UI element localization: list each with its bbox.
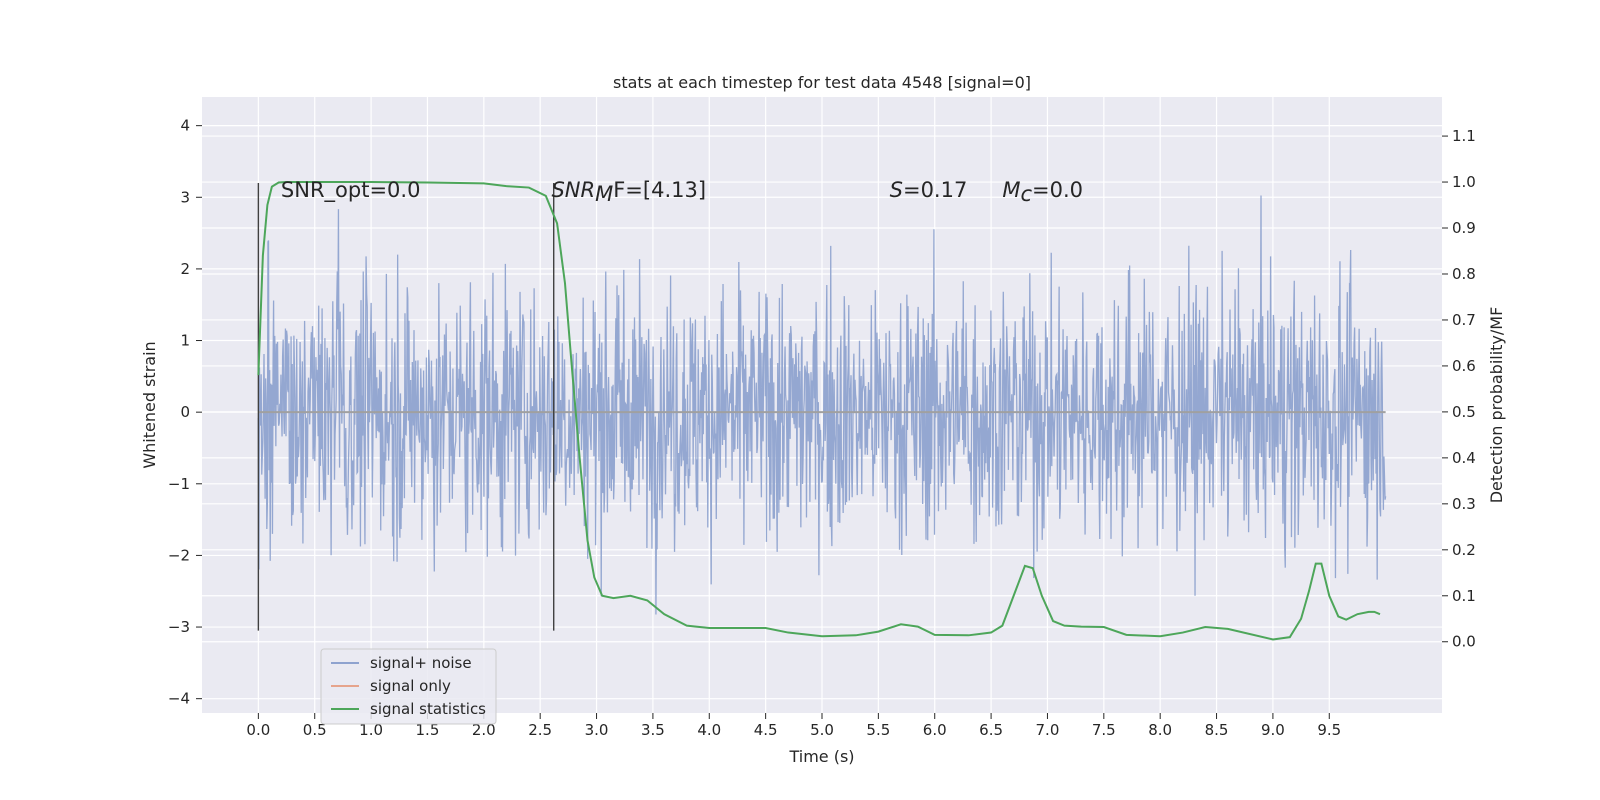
y-tick-label: −2 bbox=[168, 546, 190, 564]
legend-label-statistics: signal statistics bbox=[370, 700, 486, 718]
y2-ticks: 1.1 1.0 0.9 0.8 0.7 0.6 0.5 0.4 0.3 0.2 0.1 0.0 bbox=[1442, 127, 1476, 651]
y2-tick-label: 1.0 bbox=[1452, 173, 1476, 191]
x-ticks: 0.0 0.5 1.0 1.5 2.0 2.5 3.0 3.5 4.0 4.5 5.0 5.5 6.0 6… bbox=[246, 713, 1341, 739]
y2-tick-label: 0.6 bbox=[1452, 357, 1476, 375]
y2-tick-label: 0.2 bbox=[1452, 541, 1476, 559]
annotation-2: S=0.17 bbox=[890, 178, 968, 202]
x-tick-label: 6.0 bbox=[923, 721, 947, 739]
x-tick-label: 3.5 bbox=[641, 721, 665, 739]
x-tick-label: 0.5 bbox=[303, 721, 327, 739]
x-axis-label: Time (s) bbox=[788, 747, 854, 766]
x-tick-label: 7.0 bbox=[1036, 721, 1060, 739]
y2-tick-label: 0.7 bbox=[1452, 311, 1476, 329]
chart-title: stats at each timestep for test data 454… bbox=[613, 73, 1031, 92]
vertical-markers bbox=[257, 182, 555, 631]
y-tick-label: 0 bbox=[180, 403, 190, 421]
x-tick-label: 4.0 bbox=[697, 721, 721, 739]
y-axis-label: Whitened strain bbox=[140, 341, 159, 468]
x-tick-label: 8.5 bbox=[1205, 721, 1229, 739]
legend-label-noise: signal+ noise bbox=[370, 654, 472, 672]
x-tick-label: 9.0 bbox=[1261, 721, 1285, 739]
annotations: SNR_opt=0.0 SNRMF=[4.13] S=0.17 Mc=0.0 bbox=[281, 178, 1083, 206]
x-tick-label: 4.5 bbox=[754, 721, 778, 739]
noise-series bbox=[257, 195, 1387, 615]
x-tick-label: 8.0 bbox=[1148, 721, 1172, 739]
annotation-0: SNR_opt=0.0 bbox=[281, 178, 421, 203]
y-tick-label: −1 bbox=[168, 475, 190, 493]
x-tick-label: 6.5 bbox=[979, 721, 1003, 739]
annotation-1: SNRMF=[4.13] bbox=[551, 178, 706, 206]
x-tick-label: 3.0 bbox=[585, 721, 609, 739]
x-tick-label: 7.5 bbox=[1092, 721, 1116, 739]
signal-statistics-series bbox=[257, 181, 1381, 641]
statistics-line bbox=[257, 181, 1381, 641]
x-tick-label: 9.5 bbox=[1317, 721, 1341, 739]
legend: signal+ noise signal only signal statist… bbox=[320, 648, 497, 725]
y2-tick-label: 0.4 bbox=[1452, 449, 1476, 467]
x-tick-label: 1.5 bbox=[416, 721, 440, 739]
x-tick-label: 1.0 bbox=[359, 721, 383, 739]
noise-line bbox=[257, 195, 1387, 615]
x-tick-label: 5.5 bbox=[866, 721, 890, 739]
x-tick-label: 0.0 bbox=[246, 721, 270, 739]
y-tick-label: −4 bbox=[168, 690, 190, 708]
x-tick-label: 2.0 bbox=[472, 721, 496, 739]
legend-label-signal-only: signal only bbox=[370, 677, 451, 695]
y-tick-label: 2 bbox=[180, 260, 190, 278]
y2-tick-label: 0.8 bbox=[1452, 265, 1476, 283]
y-tick-label: 4 bbox=[180, 117, 190, 135]
legend-box bbox=[320, 648, 497, 725]
y2-tick-label: 0.9 bbox=[1452, 219, 1476, 237]
y2-axis-label: Detection probability/MF bbox=[1487, 307, 1506, 504]
x-tick-label: 2.5 bbox=[528, 721, 552, 739]
y-tick-label: 1 bbox=[180, 332, 190, 350]
x-tick-label: 5.0 bbox=[810, 721, 834, 739]
y2-tick-label: 0.1 bbox=[1452, 587, 1476, 605]
y-ticks: 4 3 2 1 0 −1 −2 −3 −4 bbox=[168, 117, 202, 708]
y2-tick-label: 0.0 bbox=[1452, 633, 1476, 651]
annotation-3: Mc=0.0 bbox=[1002, 178, 1083, 206]
y2-tick-label: 1.1 bbox=[1452, 127, 1476, 145]
y2-tick-label: 0.3 bbox=[1452, 495, 1476, 513]
y2-tick-label: 0.5 bbox=[1452, 403, 1476, 421]
y-tick-label: −3 bbox=[168, 618, 190, 636]
y-tick-label: 3 bbox=[180, 188, 190, 206]
